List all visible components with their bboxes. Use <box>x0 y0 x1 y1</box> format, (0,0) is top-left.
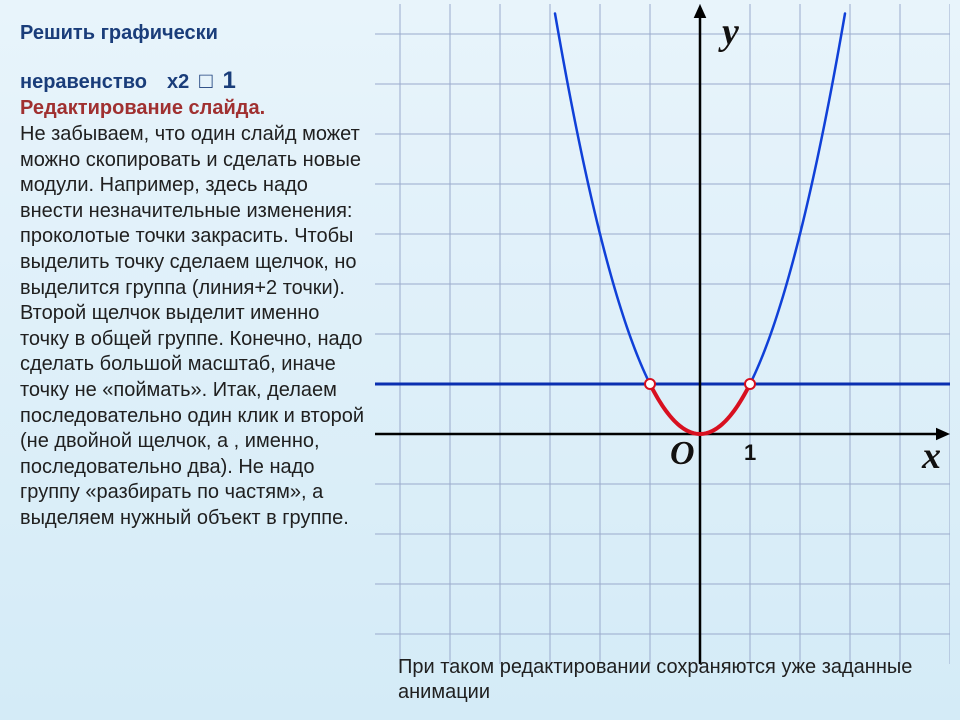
ineq-var: x <box>167 71 178 93</box>
chart-area: y x O 1 <box>375 4 950 664</box>
body-paragraph: Не забываем, что один слайд может можно … <box>20 122 365 532</box>
open-point-1 <box>745 379 755 389</box>
edit-heading: Редактирование слайда. <box>20 97 365 120</box>
line2: неравенство x2 □ 1 <box>20 67 365 95</box>
tick-1: 1 <box>744 440 756 465</box>
open-point-0 <box>645 379 655 389</box>
ineq-exp: 2 <box>178 71 189 93</box>
x-axis-label: x <box>921 435 941 477</box>
coordinate-plane: y x O 1 <box>375 4 950 664</box>
problem-title: Решить графически <box>20 20 365 47</box>
footnote-text: При таком редактировании сохраняются уже… <box>398 655 938 705</box>
grid <box>375 4 950 664</box>
inequality-prefix: неравенство <box>20 71 147 93</box>
text-column: Решить графически неравенство x2 □ 1 Ред… <box>20 20 365 532</box>
y-axis-label: y <box>718 11 739 53</box>
origin-label: O <box>670 435 695 472</box>
ineq-rhs: 1 <box>222 67 235 94</box>
